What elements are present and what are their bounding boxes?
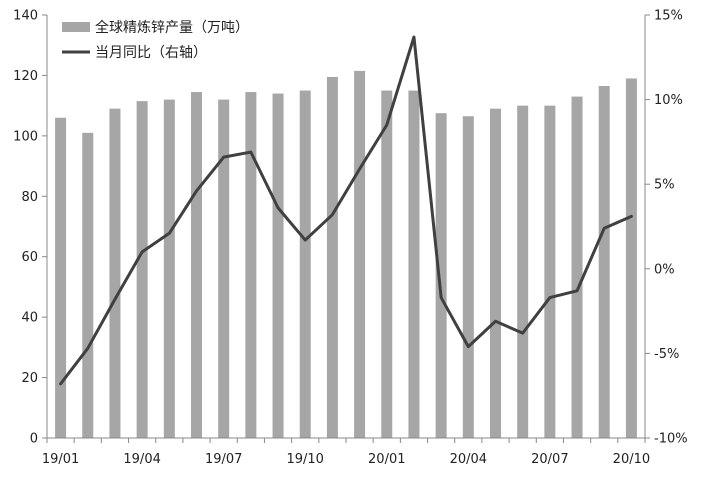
line-layer [59,35,633,386]
bar-19-01 [55,117,67,438]
left-tick-label: 0 [30,432,38,447]
bar-19-04 [136,101,148,439]
right-tick-label: 0% [654,262,675,277]
bar-19-07 [218,99,230,438]
x-tick-label: 19/01 [42,452,79,467]
x-tick-label: 20/01 [368,452,405,467]
left-tick-label: 80 [21,190,38,205]
left-tick-label: 120 [13,69,38,84]
axes-layer: 0 20 40 60 80 100 120 140 -10% -5% 0% 5% 10% 15% 19/01… [13,9,687,468]
left-tick-label: 60 [21,250,38,265]
bar-19-03 [109,108,121,438]
bar-20-03 [435,113,447,438]
left-tick-label: 40 [21,311,38,326]
bar-19-06 [191,92,202,439]
bar-19-09 [272,93,284,438]
right-tick-label: -10% [654,432,688,447]
bar-19-05 [163,99,175,438]
bar-20-02 [408,90,420,438]
x-tick-label: 19/07 [205,452,242,467]
right-tick-label: 5% [654,178,675,193]
right-tick-label: -5% [654,347,679,362]
left-tick-label: 100 [13,129,38,144]
bar-20-08 [571,96,583,438]
bar-19-02 [82,132,94,438]
bar-19-10 [299,90,311,438]
bars-layer [55,70,637,439]
left-tick-label: 140 [13,9,38,24]
legend-bar-swatch [62,22,90,32]
right-tick-label: 15% [654,9,683,24]
bar-20-06 [517,105,529,438]
x-tick-label: 19/10 [286,452,323,467]
bar-20-10 [625,78,637,438]
left-tick-label: 20 [21,371,38,386]
bar-20-09 [598,86,610,438]
bar-20-01 [381,90,393,438]
x-tick-label: 20/07 [531,452,568,467]
bar-19-11 [326,76,338,438]
legend-bar-label: 全球精炼锌产量（万吨） [95,19,249,36]
bar-19-12 [354,70,366,439]
legend: 全球精炼锌产量（万吨） 当月同比（右轴） [62,19,249,61]
legend-line-label: 当月同比（右轴） [95,45,207,61]
bar-20-04 [462,116,474,438]
right-tick-label: 10% [654,93,683,108]
bar-20-07 [544,105,556,438]
yoy-line [59,35,633,386]
x-tick-label: 20/04 [450,452,487,467]
x-tick-label: 19/04 [123,452,160,467]
bar-20-05 [490,108,501,438]
bar-19-08 [245,92,257,439]
x-tick-label: 20/10 [613,452,650,467]
